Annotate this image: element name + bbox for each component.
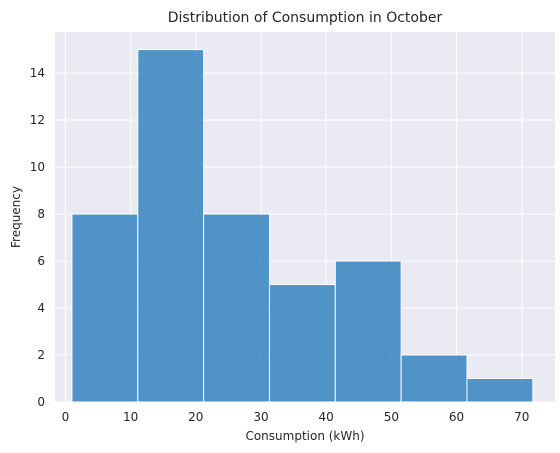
histogram-bar — [137, 49, 205, 403]
histogram-bar — [334, 260, 402, 403]
y-tick-label: 6 — [37, 254, 45, 268]
histogram-bar — [71, 213, 139, 403]
histogram-bar — [203, 213, 270, 403]
x-axis-label: Consumption (kWh) — [245, 429, 364, 443]
x-axis-ticks: 0 10 20 30 40 50 60 70 — [62, 410, 530, 424]
y-tick-label: 2 — [37, 348, 45, 362]
y-tick-label: 10 — [30, 160, 45, 174]
histogram-bars — [71, 49, 534, 403]
y-tick-label: 12 — [30, 113, 45, 127]
x-tick-label: 20 — [188, 410, 203, 424]
histogram-bar — [268, 284, 336, 403]
histogram-bar — [400, 354, 468, 403]
x-tick-label: 70 — [514, 410, 529, 424]
x-tick-label: 40 — [319, 410, 334, 424]
y-tick-label: 0 — [37, 395, 45, 409]
x-tick-label: 0 — [62, 410, 70, 424]
y-axis-ticks: 0 2 4 6 8 10 12 14 — [30, 66, 45, 409]
x-tick-label: 60 — [449, 410, 464, 424]
chart-title: Distribution of Consumption in October — [168, 10, 443, 26]
y-tick-label: 4 — [37, 301, 45, 315]
y-tick-label: 14 — [30, 66, 45, 80]
y-tick-label: 8 — [37, 207, 45, 221]
x-tick-label: 50 — [384, 410, 399, 424]
x-tick-label: 30 — [253, 410, 268, 424]
y-axis-label: Frequency — [9, 186, 23, 248]
x-tick-label: 10 — [123, 410, 138, 424]
histogram-bar — [466, 378, 534, 403]
